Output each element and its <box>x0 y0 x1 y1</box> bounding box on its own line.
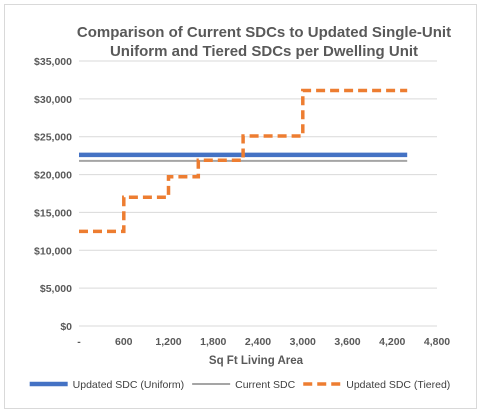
chart-title-line-2: Uniform and Tiered SDCs per Dwelling Uni… <box>110 43 418 60</box>
grid-lines <box>79 60 437 327</box>
x-tick-label: 1,800 <box>200 336 226 348</box>
legend-label: Updated SDC (Tiered) <box>346 379 450 391</box>
x-tick-label: 3,600 <box>334 336 360 348</box>
series-line-updated-sdc-tiered <box>79 88 408 234</box>
x-tick-label: 3,000 <box>290 336 316 348</box>
y-tick-label: $0 <box>60 321 72 333</box>
y-tick-label: $15,000 <box>34 207 72 219</box>
x-tick-label: 1,200 <box>155 336 181 348</box>
y-tick-label: $25,000 <box>34 132 72 144</box>
chart-title-line-1: Comparison of Current SDCs to Updated Si… <box>77 24 451 41</box>
x-axis-label: Sq Ft Living Area <box>209 355 304 367</box>
legend-label: Updated SDC (Uniform) <box>73 379 184 391</box>
plot-series <box>79 88 408 234</box>
y-tick-label: $35,000 <box>34 56 72 68</box>
x-tick-label: 4,200 <box>379 336 405 348</box>
legend-label: Current SDC <box>235 379 296 391</box>
x-axis-ticks: - 600 1,200 1,800 2,400 3,000 3,600 4,200 4,800 <box>77 336 450 348</box>
y-axis-ticks: $0 $5,000 $10,000 $15,000 $20,000 $25,000 $30,… <box>34 56 72 333</box>
y-tick-label: $5,000 <box>40 283 72 295</box>
x-tick-label: - <box>77 336 81 348</box>
x-tick-label: 4,800 <box>424 336 450 348</box>
y-tick-label: $10,000 <box>34 245 72 257</box>
y-tick-label: $30,000 <box>34 94 72 106</box>
x-tick-label: 2,400 <box>245 336 271 348</box>
y-tick-label: $20,000 <box>34 170 72 182</box>
x-tick-label: 600 <box>115 336 133 348</box>
legend: Updated SDC (Uniform) Current SDC Updated … <box>29 379 450 391</box>
chart-frame <box>4 4 477 409</box>
